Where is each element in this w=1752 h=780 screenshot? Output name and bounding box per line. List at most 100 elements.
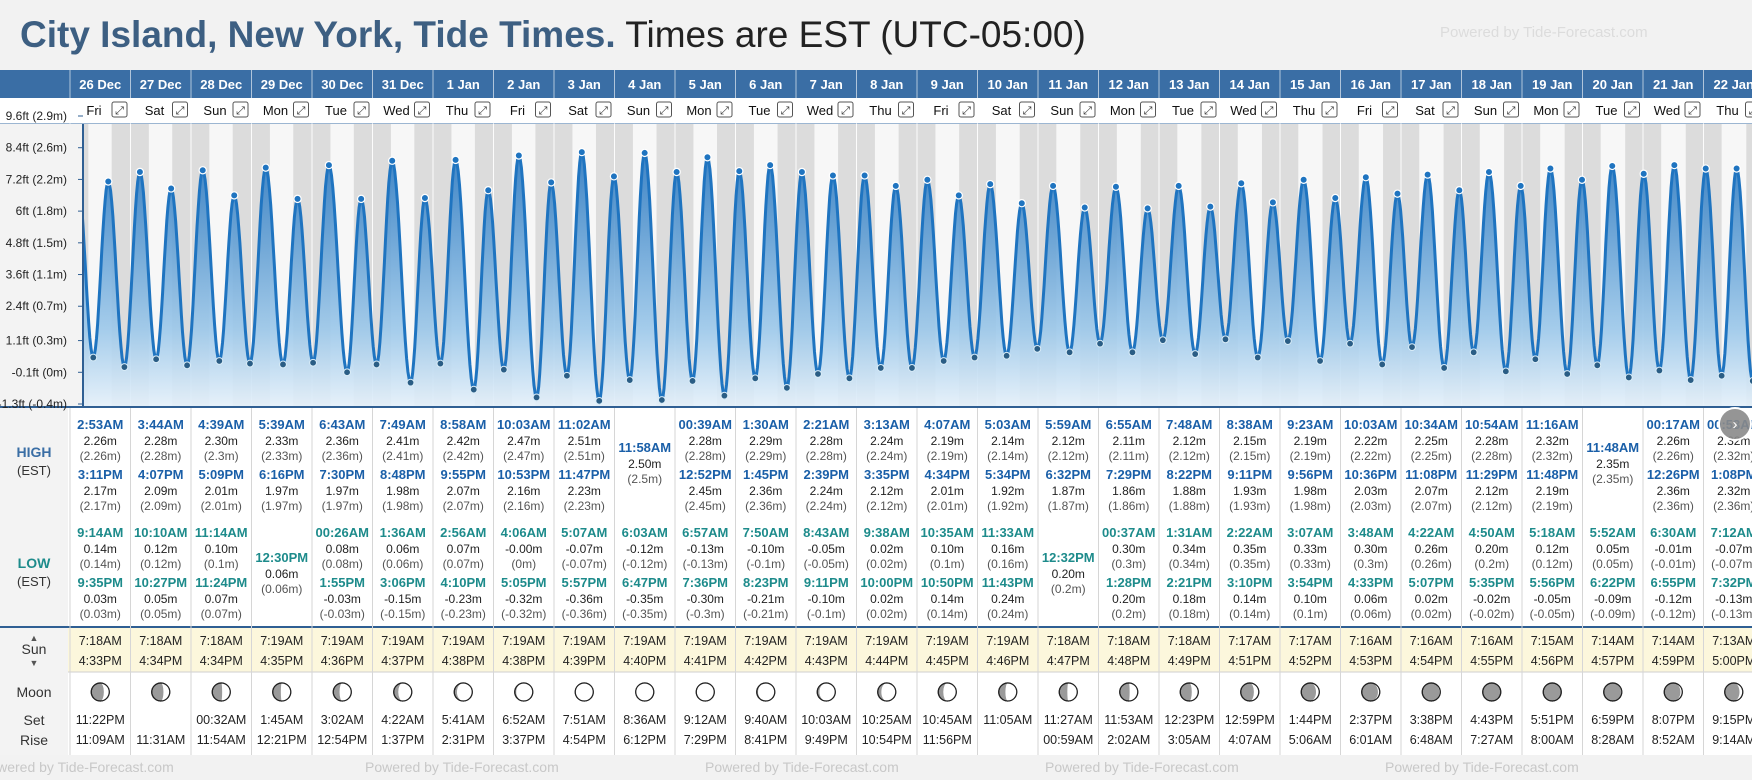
scroll-right-button[interactable]: ›	[1718, 407, 1752, 441]
low-tide-time: 3:54PM	[1287, 575, 1333, 590]
expand-day-button[interactable]	[837, 101, 854, 118]
expand-day-button[interactable]	[111, 101, 128, 118]
high-tide-point	[230, 191, 239, 200]
moonset-time: 12:59PM	[1225, 713, 1275, 727]
high-tide-height-metric: (2.09m)	[140, 499, 181, 513]
expand-day-button[interactable]	[1321, 101, 1338, 118]
high-tide-point	[1017, 199, 1026, 208]
low-label: LOW	[18, 555, 51, 571]
moon-lit-part	[221, 683, 231, 701]
date-label: 12 Jan	[1109, 77, 1150, 92]
expand-day-button[interactable]	[1745, 101, 1752, 118]
expand-day-button[interactable]	[1261, 101, 1277, 118]
moonset-time: 9:12AM	[684, 713, 727, 727]
expand-day-button[interactable]	[474, 101, 491, 118]
low-tide-time: 5:57PM	[561, 575, 607, 590]
high-tide-time: 9:56PM	[1287, 467, 1333, 482]
low-tide-height: -0.30m	[687, 592, 724, 606]
expand-day-button[interactable]	[1684, 101, 1701, 118]
date-label: 11 Jan	[1048, 77, 1088, 92]
expand-day-button[interactable]	[353, 101, 370, 118]
high-tide-height-metric: (2.28m)	[140, 449, 181, 463]
moonset-label: Set	[23, 712, 44, 728]
moon-lit-part	[575, 683, 594, 701]
high-tide-point	[1361, 173, 1371, 182]
low-tide-point	[1531, 355, 1540, 364]
expand-day-button[interactable]	[595, 101, 612, 118]
expand-day-button[interactable]	[1563, 101, 1580, 118]
expand-day-button[interactable]	[1442, 101, 1459, 118]
title-timezone: Times are EST (UTC-05:00)	[625, 14, 1086, 55]
high-tide-height-metric: (2.36m)	[1653, 499, 1694, 513]
weekday-label: Sun	[627, 103, 650, 118]
high-tide-height-metric: (2.26m)	[80, 449, 121, 463]
high-tide-height: 2.51m	[568, 434, 601, 448]
high-tide-time: 11:16AM	[1526, 417, 1579, 432]
moon-lit-part	[1733, 683, 1743, 701]
expand-day-button[interactable]	[1382, 101, 1398, 118]
moonset-time: 4:43PM	[1470, 713, 1513, 727]
weekday-label: Fri	[86, 103, 101, 118]
expand-day-button[interactable]	[716, 101, 733, 118]
low-tide-height: -0.05m	[808, 542, 845, 556]
high-tide-height-metric: (2.12m)	[1169, 449, 1210, 463]
expand-day-button[interactable]	[958, 101, 975, 118]
sunset-time: 4:36PM	[321, 654, 364, 668]
expand-day-button[interactable]	[293, 101, 309, 118]
low-tide-time: 6:47PM	[622, 575, 668, 590]
low-tide-height-metric: (-0.03m)	[320, 607, 365, 621]
high-tide-height-metric: (2.28m)	[806, 449, 847, 463]
expand-day-button[interactable]	[898, 101, 914, 118]
high-tide-point	[1701, 164, 1710, 173]
low-tide-height-metric: (-0.01m)	[1651, 557, 1696, 571]
sunrise-time: 7:19AM	[563, 634, 606, 648]
low-tide-point	[595, 396, 604, 405]
low-tide-height-metric: (0.3m)	[1111, 557, 1146, 571]
low-tide-point	[343, 368, 351, 377]
high-tide-point	[609, 172, 619, 181]
sunset-time: 4:38PM	[442, 654, 485, 668]
watermark: Powered by Tide-Forecast.com	[1440, 24, 1648, 41]
high-tide-height: 1.97m	[326, 484, 359, 498]
low-tide-time: 7:50AM	[743, 525, 789, 540]
moon-lit-part	[881, 683, 896, 701]
low-tide-point	[1002, 351, 1011, 360]
moonset-time: 1:44PM	[1289, 713, 1332, 727]
expand-day-button[interactable]	[1079, 101, 1096, 118]
weekday-label: Mon	[263, 103, 288, 118]
high-tide-height: 2.23m	[568, 484, 601, 498]
expand-day-button[interactable]	[656, 101, 672, 118]
moon-label: Moon	[16, 684, 51, 700]
expand-day-button[interactable]	[414, 101, 430, 118]
moonset-time: 10:45AM	[922, 713, 972, 727]
expand-day-button[interactable]	[1140, 101, 1156, 118]
expand-day-button[interactable]	[232, 101, 249, 118]
expand-day-button[interactable]	[777, 101, 793, 118]
low-tide-height-metric: (-0.12m)	[622, 557, 667, 571]
high-tide-height-metric: (2.42m)	[443, 449, 484, 463]
date-label: 27 Dec	[140, 77, 182, 92]
high-tide-height: 2.12m	[1475, 484, 1508, 498]
low-tide-point	[246, 359, 254, 368]
high-tide-time: 2:21AM	[803, 417, 849, 432]
expand-day-button[interactable]	[1503, 101, 1519, 118]
sunrise-time: 7:19AM	[381, 634, 424, 648]
expand-day-button[interactable]	[1200, 101, 1217, 118]
y-tick-label: 8.4ft (2.6m)	[6, 141, 67, 155]
high-tide-height: 2.01m	[931, 484, 964, 498]
expand-day-button[interactable]	[1019, 101, 1035, 118]
high-tide-height-metric: (2.24m)	[866, 449, 907, 463]
high-tide-height: 2.03m	[1354, 484, 1387, 498]
high-tide-height-metric: (2.32m)	[1713, 449, 1752, 463]
title-location: City Island, New York, Tide Times.	[20, 14, 616, 55]
weekday-label: Sat	[1415, 103, 1435, 118]
expand-day-button[interactable]	[535, 101, 551, 118]
low-tide-height: 0.12m	[144, 542, 177, 556]
moon-lit-part	[1128, 683, 1138, 701]
moonset-time: 10:25AM	[862, 713, 912, 727]
low-tide-height-metric: (0.05m)	[1592, 557, 1633, 571]
expand-day-button[interactable]	[172, 101, 188, 118]
high-tide-height-metric: (2.51m)	[564, 449, 605, 463]
high-tide-height: 2.30m	[205, 434, 238, 448]
expand-day-button[interactable]	[1624, 101, 1640, 118]
